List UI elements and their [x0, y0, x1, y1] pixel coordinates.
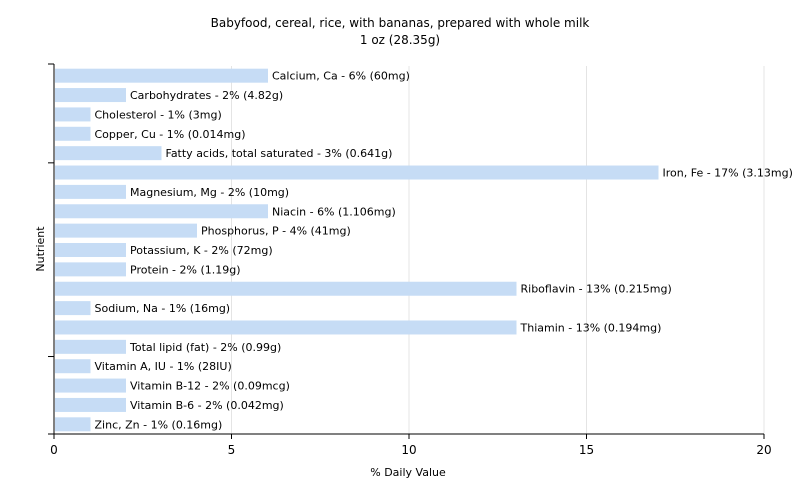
chart-title: Babyfood, cereal, rice, with bananas, pr…: [211, 16, 590, 30]
x-axis-title: % Daily Value: [370, 466, 446, 479]
axes: 0 5 10 15 20: [48, 63, 772, 457]
bar-labels: Calcium, Ca - 6% (60mg) Carbohydrates - 2…: [95, 70, 793, 432]
bar: [55, 88, 126, 103]
bar: [55, 281, 517, 296]
bar-label: Copper, Cu - 1% (0.014mg): [95, 128, 246, 141]
bar-label: Carbohydrates - 2% (4.82g): [130, 89, 283, 102]
bar: [55, 243, 126, 257]
bar-label: Total lipid (fat) - 2% (0.99g): [129, 341, 281, 354]
x-tick-label: 20: [756, 443, 771, 457]
bar-label: Vitamin B-6 - 2% (0.042mg): [130, 399, 284, 412]
bar: [55, 204, 268, 219]
bar-label: Sodium, Na - 1% (16mg): [95, 302, 231, 315]
x-tick-label: 5: [228, 443, 236, 457]
x-tick-label: 15: [579, 443, 594, 457]
bar-label: Riboflavin - 13% (0.215mg): [521, 283, 672, 296]
bar: [55, 262, 126, 277]
bar-label: Vitamin B-12 - 2% (0.09mcg): [130, 380, 290, 393]
bar: [55, 417, 91, 432]
bar-label: Fatty acids, total saturated - 3% (0.641…: [166, 147, 393, 160]
bars: [55, 68, 659, 432]
bar-label: Magnesium, Mg - 2% (10mg): [130, 186, 289, 199]
bar: [55, 339, 126, 354]
y-axis-title: Nutrient: [34, 226, 47, 272]
bar: [55, 223, 197, 238]
bar: [55, 107, 91, 122]
gridlines: [231, 66, 765, 434]
bar-label: Iron, Fe - 17% (3.13mg): [663, 167, 793, 180]
chart-subtitle: 1 oz (28.35g): [360, 33, 440, 47]
bar: [55, 184, 126, 199]
bar: [55, 378, 126, 393]
bar-label: Calcium, Ca - 6% (60mg): [272, 70, 410, 83]
bar-label: Protein - 2% (1.19g): [130, 263, 241, 276]
x-tick-label: 10: [401, 443, 416, 457]
bar: [55, 165, 659, 180]
bar: [55, 397, 126, 412]
bar: [55, 320, 517, 335]
bar-label: Cholesterol - 1% (3mg): [95, 108, 222, 121]
bar: [55, 126, 91, 141]
bar: [55, 146, 162, 161]
bar: [55, 301, 91, 316]
bar-label: Phosphorus, P - 4% (41mg): [201, 225, 351, 238]
bar-label: Potassium, K - 2% (72mg): [130, 244, 273, 257]
bar-label: Zinc, Zn - 1% (0.16mg): [95, 418, 223, 431]
bar-label: Thiamin - 13% (0.194mg): [520, 321, 662, 334]
bar: [55, 359, 91, 374]
bar-label: Vitamin A, IU - 1% (28IU): [95, 360, 232, 373]
x-tick-label: 0: [50, 443, 58, 457]
bar: [55, 68, 268, 83]
bar-label: Niacin - 6% (1.106mg): [272, 205, 396, 218]
